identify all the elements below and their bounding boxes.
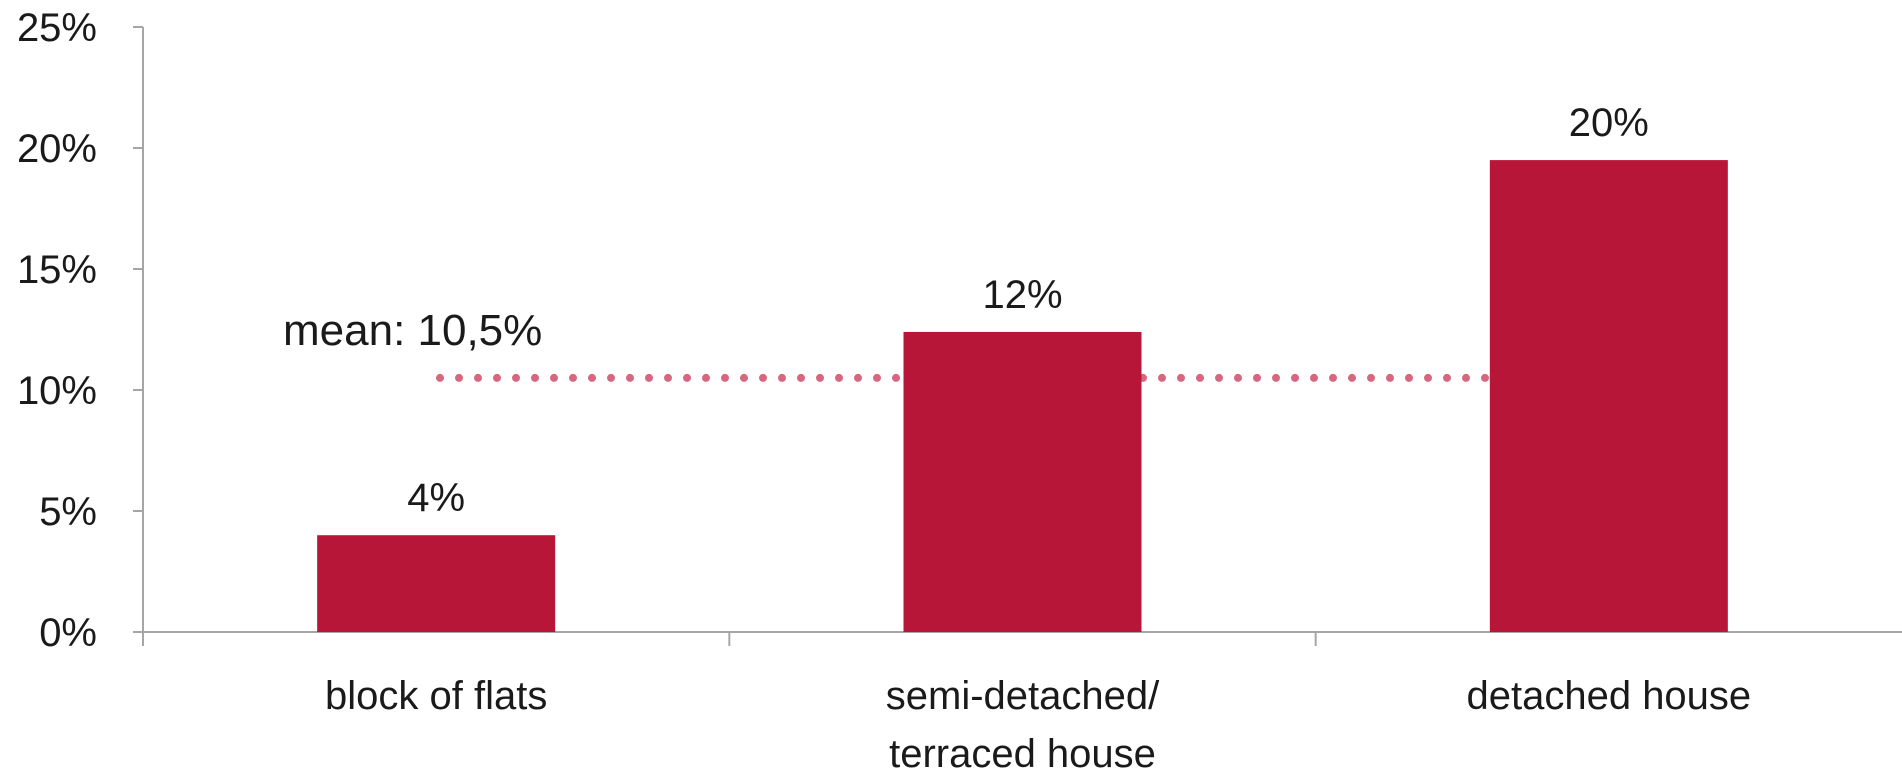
axes: 0% 5% 10% 15% 20% 25% [17, 6, 1902, 655]
bar [1489, 160, 1728, 632]
y-tick-label: 0% [39, 611, 97, 655]
data-label: 4% [407, 476, 465, 520]
labels: 4% block of flats 12% semi-detached/terrace… [325, 101, 1751, 776]
category-label: terraced house [889, 732, 1156, 771]
data-label: 12% [982, 273, 1062, 317]
mean-label: mean: 10,5% [283, 306, 542, 355]
category-label: semi-detached/ [886, 674, 1160, 718]
y-tick-label: 15% [17, 248, 97, 292]
y-tick-label: 20% [17, 127, 97, 171]
bar [317, 535, 556, 632]
y-tick-label: 5% [39, 490, 97, 534]
category-label: block of flats [325, 674, 547, 718]
y-tick-label: 25% [17, 6, 97, 50]
y-tick-label: 10% [17, 369, 97, 413]
bar [903, 331, 1142, 632]
data-label: 20% [1569, 101, 1649, 145]
category-label: detached house [1466, 674, 1751, 718]
bars [317, 160, 1728, 632]
